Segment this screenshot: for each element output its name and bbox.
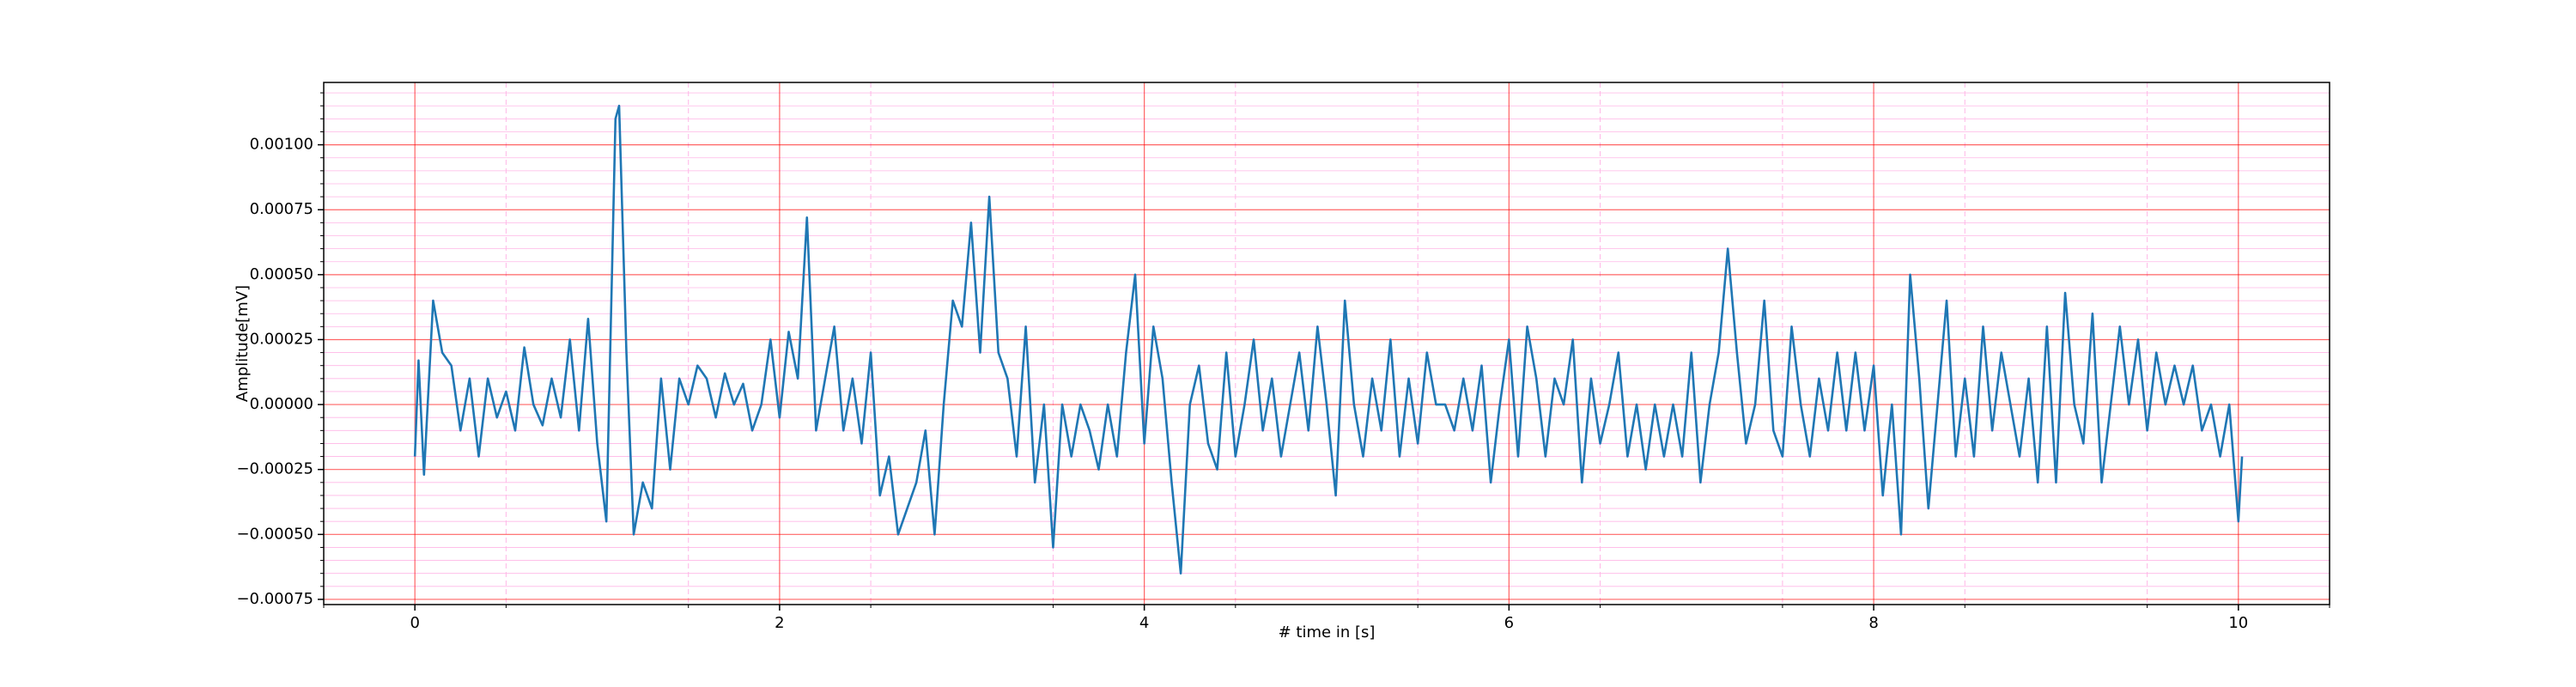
x-axis-label: # time in [s] (1279, 623, 1376, 641)
x-tick-label: 2 (775, 614, 784, 632)
y-axis-label: Amplitude[mV] (234, 285, 252, 402)
y-tick-label: 0.00025 (250, 330, 313, 348)
x-tick-label: 0 (410, 614, 419, 632)
x-tick-label: 10 (2228, 614, 2248, 632)
x-tick-label: 4 (1139, 614, 1149, 632)
plot-frame (323, 82, 2330, 605)
y-tick-label: −0.00025 (236, 460, 313, 478)
x-tick-label: 6 (1504, 614, 1514, 632)
y-tick-label: −0.00075 (236, 590, 313, 608)
y-tick-label: 0.00050 (250, 265, 313, 283)
y-tick-label: −0.00050 (236, 525, 313, 543)
y-tick-label: 0.00000 (250, 395, 313, 413)
y-tick-label: 0.00075 (250, 200, 313, 218)
y-tick-label: 0.00100 (250, 136, 313, 154)
signal-line (413, 104, 2244, 575)
x-tick-label: 8 (1868, 614, 1878, 632)
